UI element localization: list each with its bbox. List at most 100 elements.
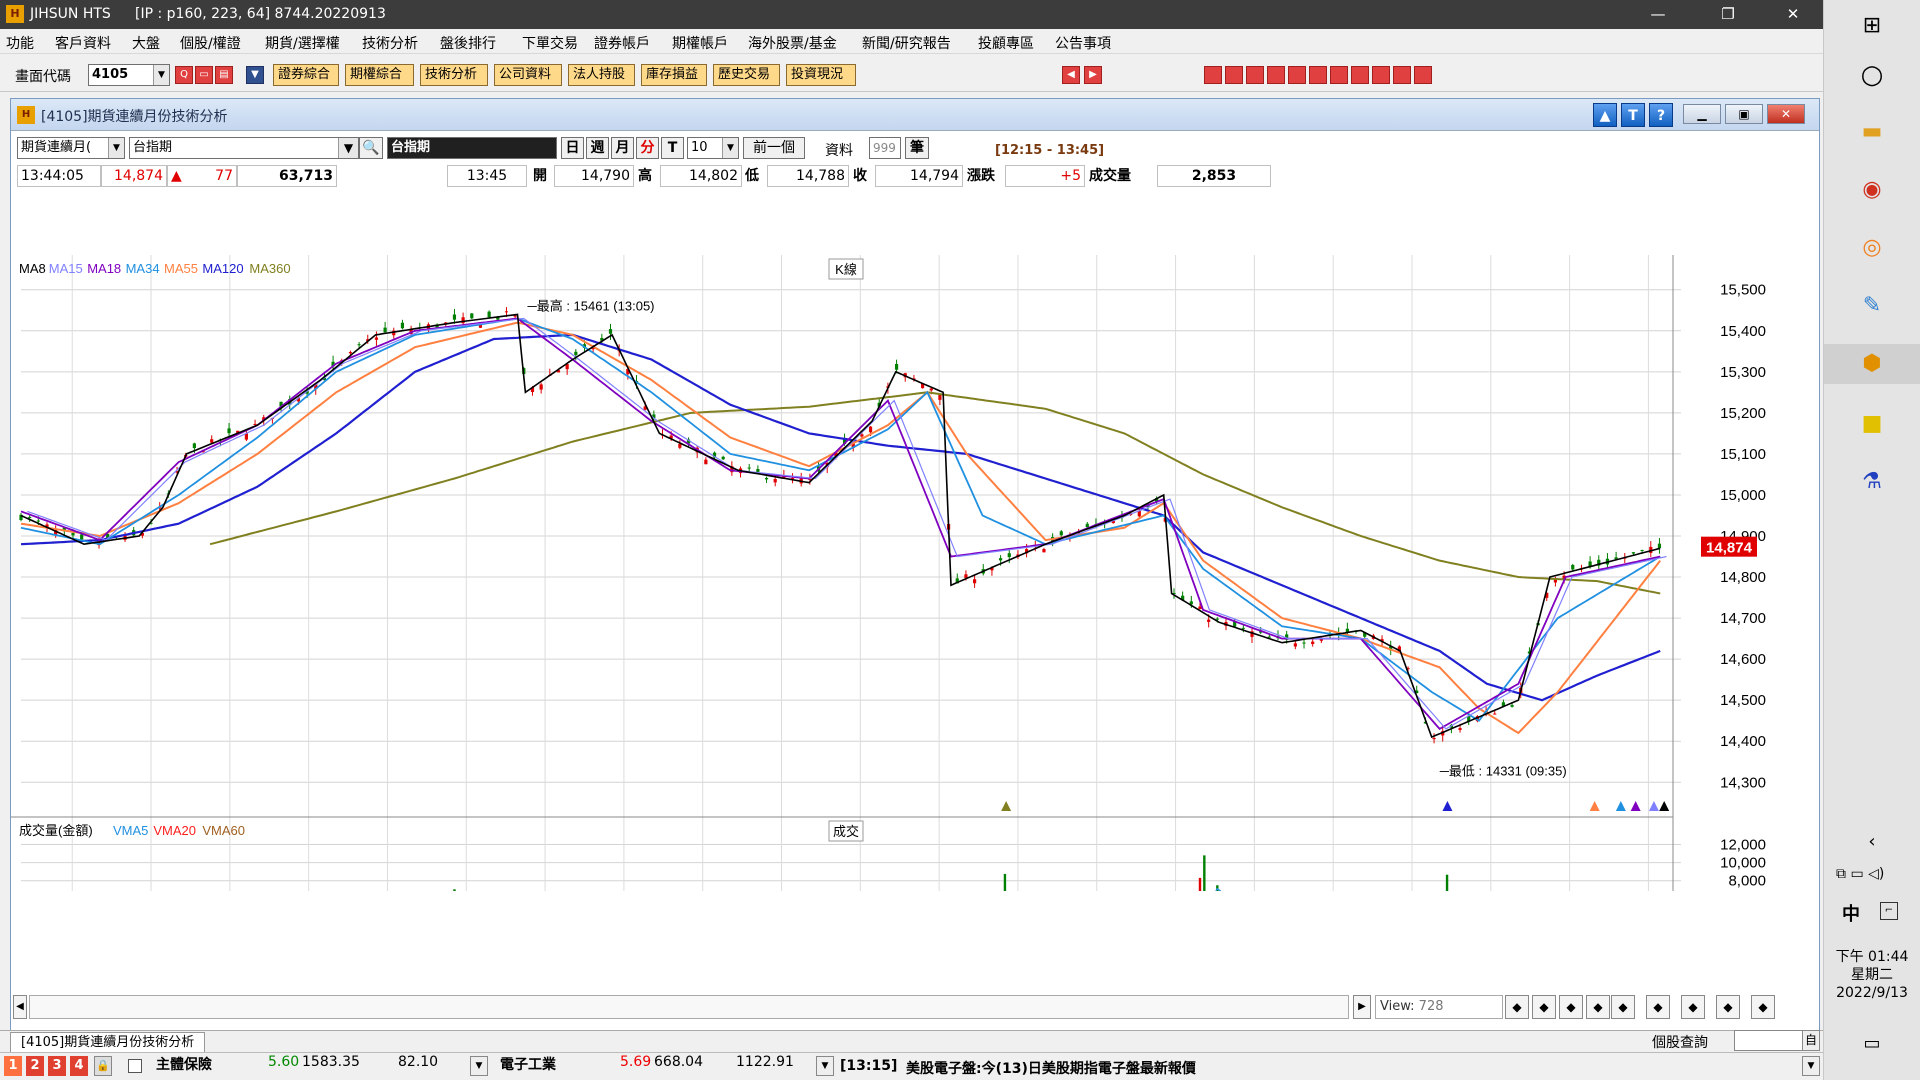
interval-select[interactable]: 10 ▼ <box>687 137 739 159</box>
page-tab[interactable]: 2 <box>26 1056 44 1076</box>
menu-item[interactable]: 投顧專區 <box>978 36 1034 52</box>
tools-icon[interactable] <box>1372 66 1390 84</box>
code-input[interactable]: 4105 ▼ <box>88 64 170 86</box>
news-headline[interactable]: 美股電子盤:今(13)日美股期指電子盤最新報價 <box>906 1061 1196 1077</box>
page-tab[interactable]: 3 <box>48 1056 66 1076</box>
save-icon[interactable] <box>1414 66 1432 84</box>
refresh-icon[interactable]: ◆ <box>1586 995 1610 1019</box>
dropdown-icon[interactable]: ▼ <box>246 66 264 84</box>
chrome-icon[interactable]: ◉ <box>1862 177 1882 202</box>
help-icon[interactable]: ? <box>1649 103 1673 127</box>
ime-mode-icon[interactable]: ⌐ <box>1880 902 1898 920</box>
search-circle-icon[interactable]: ○ <box>1860 60 1884 90</box>
windows-start-icon[interactable]: ⊞ <box>1862 13 1882 38</box>
close-icon[interactable]: ✕ <box>1786 5 1800 23</box>
period-button[interactable]: 週 <box>586 137 609 159</box>
hts-app-icon[interactable]: ⬢ <box>1824 344 1920 384</box>
toolbar-button[interactable]: 法人持股 <box>568 64 635 86</box>
period-button[interactable]: 日 <box>561 137 584 159</box>
scroll-track[interactable] <box>29 995 1349 1019</box>
page-tab[interactable]: 4 <box>70 1056 88 1076</box>
pen-tool-icon[interactable] <box>1225 66 1243 84</box>
toolbar-button[interactable]: 期權綜合 <box>345 64 414 86</box>
draw-icon[interactable]: ◆ <box>1716 995 1740 1019</box>
toolbar-button[interactable]: 庫存損益 <box>641 64 707 86</box>
browser-icon[interactable]: ◎ <box>1862 235 1882 260</box>
menu-item[interactable]: 公告事項 <box>1055 36 1111 52</box>
checkbox[interactable] <box>128 1059 142 1073</box>
line-tool-icon[interactable] <box>1204 66 1222 84</box>
print-icon[interactable] <box>1393 66 1411 84</box>
search-button[interactable]: 🔍 <box>359 137 383 159</box>
period-button[interactable]: 分 <box>636 137 659 159</box>
menu-item[interactable]: 個股/權證 <box>180 36 241 52</box>
menu-item[interactable]: 期貨/選擇權 <box>265 36 340 52</box>
gear-icon[interactable]: ◆ <box>1751 995 1775 1019</box>
period-button[interactable]: T <box>661 137 684 159</box>
view-field[interactable]: View: 728 <box>1375 995 1503 1019</box>
back-icon[interactable]: ◀ <box>1062 66 1080 84</box>
indicator-icon[interactable]: ◆ <box>1611 995 1635 1019</box>
window-icon[interactable] <box>1267 66 1285 84</box>
menu-item[interactable]: 新聞/研究報告 <box>862 36 951 52</box>
sticky-notes-icon[interactable]: ■ <box>1861 411 1883 436</box>
forward-icon[interactable]: ▶ <box>1084 66 1102 84</box>
file-explorer-icon[interactable]: ▬ <box>1861 119 1883 144</box>
settings-icon[interactable] <box>1351 66 1369 84</box>
chevron-left-icon[interactable]: ‹ <box>1868 831 1876 852</box>
product-select[interactable]: 台指期 ▼ <box>129 137 359 159</box>
arrow-up-icon[interactable]: ▲ <box>1593 103 1617 127</box>
flask-icon[interactable]: ⚗ <box>1862 469 1882 494</box>
pointer-icon[interactable]: ◆ <box>1505 995 1529 1019</box>
menu-item[interactable]: 下單交易 <box>522 36 578 52</box>
menu-item[interactable]: 盤後排行 <box>440 36 496 52</box>
ime-indicator[interactable]: 中 <box>1842 904 1860 925</box>
stock-query-button[interactable]: 自 <box>1802 1030 1820 1051</box>
toolbar-button[interactable]: 歷史交易 <box>713 64 780 86</box>
scroll-left-button[interactable]: ◀ <box>13 995 27 1019</box>
previous-button[interactable]: 前一個 <box>743 137 805 159</box>
lock-icon[interactable]: 🔒 <box>94 1056 112 1076</box>
window-restore-button[interactable]: ▣ <box>1725 104 1763 124</box>
chevron-down-icon[interactable]: ▼ <box>470 1056 488 1076</box>
chevron-down-icon[interactable]: ▼ <box>816 1056 834 1076</box>
unit-button[interactable]: 筆 <box>905 137 929 159</box>
zoom-out-icon[interactable]: ◆ <box>1559 995 1583 1019</box>
stock-query-input[interactable] <box>1734 1030 1804 1051</box>
data-count-input[interactable]: 999 <box>869 137 901 159</box>
page-tab[interactable]: 1 <box>4 1056 22 1076</box>
zoom-in-icon[interactable]: ◆ <box>1532 995 1556 1019</box>
scroll-right-button[interactable]: ▶ <box>1353 995 1371 1019</box>
toolbar-button[interactable]: 技術分析 <box>420 64 488 86</box>
menu-item[interactable]: 海外股票/基金 <box>748 36 837 52</box>
paint-icon[interactable]: ✎ <box>1862 293 1882 318</box>
window-minimize-button[interactable]: ▁ <box>1683 104 1721 124</box>
menu-item[interactable]: 技術分析 <box>362 36 418 52</box>
tray-icons[interactable]: ⧉ ▭ ◁) <box>1836 866 1885 882</box>
folder-icon[interactable]: ▭ <box>195 66 213 84</box>
link-icon[interactable] <box>1288 66 1306 84</box>
toolbar-button[interactable]: 證券綜合 <box>273 64 339 86</box>
table-icon[interactable]: ◆ <box>1681 995 1705 1019</box>
chart-icon[interactable]: ▤ <box>215 66 233 84</box>
minimize-icon[interactable]: — <box>1650 5 1666 23</box>
restore-icon[interactable]: ❐ <box>1721 5 1735 23</box>
period-button[interactable]: 月 <box>611 137 634 159</box>
toolbar-button[interactable]: 投資現況 <box>786 64 856 86</box>
text-icon[interactable]: T <box>1621 103 1645 127</box>
menu-item[interactable]: 功能 <box>6 36 34 52</box>
window-close-button[interactable]: ✕ <box>1767 104 1805 124</box>
toolbar-button[interactable]: 公司資料 <box>494 64 562 86</box>
contract-type-select[interactable]: 期貨連續月(▼ <box>17 137 125 159</box>
text-tool-icon[interactable] <box>1309 66 1327 84</box>
task-tab[interactable]: [4105]期貨連續月份技術分析 <box>10 1032 206 1052</box>
search-icon[interactable]: Q <box>175 66 193 84</box>
notification-icon[interactable]: ▭ <box>1863 1033 1881 1054</box>
chevron-down-icon[interactable]: ▼ <box>1802 1056 1820 1076</box>
close-window-icon[interactable] <box>1246 66 1264 84</box>
menu-item[interactable]: 證券帳戶 <box>594 36 650 52</box>
copy-icon[interactable]: ◆ <box>1646 995 1670 1019</box>
menu-item[interactable]: 期權帳戶 <box>672 36 728 52</box>
menu-item[interactable]: 客戶資料 <box>55 36 111 52</box>
brush-icon[interactable] <box>1330 66 1348 84</box>
